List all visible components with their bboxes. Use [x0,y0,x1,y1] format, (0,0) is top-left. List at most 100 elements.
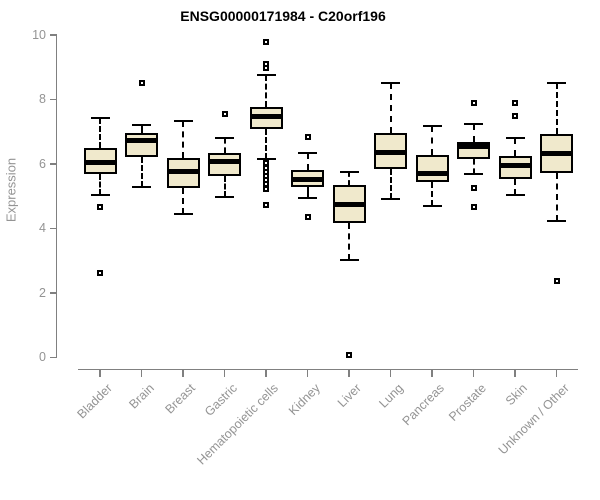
y-axis-tick [50,98,57,101]
x-tick-label: Skin [502,381,531,409]
lower-whisker-cap-unknown-other [547,219,567,222]
median-brain [127,137,157,143]
lower-whisker-cap-skin [505,193,525,196]
y-axis-line [55,35,57,358]
y-tick-label: 10 [32,28,46,42]
y-tick-label: 0 [39,350,46,365]
lower-whisker-bladder [99,174,101,195]
x-tick-label: Gastric [201,381,240,419]
lower-whisker-gastric [223,175,226,197]
y-axis-tick [50,356,57,359]
x-axis-tick [514,368,516,377]
y-tick-label: 2 [39,285,46,300]
x-tick-label: Brain [125,381,157,412]
upper-whisker-cap-liver [339,170,359,173]
lower-whisker-hematopoietic-cells [265,129,268,160]
upper-whisker-skin [514,138,517,157]
upper-whisker-cap-prostate [464,123,484,126]
upper-whisker-cap-gastric [215,137,235,140]
lower-whisker-cap-liver [339,258,359,261]
lower-whisker-cap-kidney [298,197,318,200]
upper-whisker-brain [140,124,143,134]
outlier-point-skin [512,113,519,120]
outlier-point-bladder [97,203,103,210]
x-tick-label: Kidney [285,381,323,418]
lower-whisker-cap-prostate [464,172,484,175]
x-tick-label: Pancreas [399,381,448,429]
upper-whisker-cap-bladder [90,116,110,119]
x-axis-tick [555,368,558,377]
outlier-point-skin [512,100,519,107]
median-kidney [293,176,323,182]
upper-whisker-prostate [472,124,475,143]
outlier-point-brain [138,79,145,86]
y-tick-label: 6 [39,156,46,171]
upper-whisker-hematopoietic-cells [265,74,268,107]
lower-whisker-cap-breast [173,212,193,215]
lower-whisker-prostate [472,158,475,174]
median-breast [168,168,198,174]
lower-whisker-cap-gastric [215,195,235,198]
outlier-point-kidney [304,134,311,141]
x-axis-tick [99,368,101,377]
lower-whisker-kidney [306,187,309,199]
y-tick-label: 4 [39,221,46,236]
lower-whisker-pancreas [431,182,434,206]
outlier-point-prostate [470,203,477,210]
median-prostate [459,143,489,149]
lower-whisker-breast [182,188,185,214]
upper-whisker-kidney [306,152,309,171]
upper-whisker-gastric [223,138,226,154]
outlier-point-prostate [470,184,477,191]
y-axis-tick [50,163,57,165]
lower-whisker-cap-bladder [90,193,110,196]
x-tick-label: Bladder [74,381,115,422]
outlier-point-hematopoietic-cells [263,201,270,208]
median-gastric [210,158,240,164]
upper-whisker-cap-unknown-other [547,81,567,84]
upper-whisker-cap-skin [505,137,525,140]
x-axis-tick [306,368,309,377]
upper-whisker-bladder [99,117,101,148]
box-skin [498,156,532,180]
lower-whisker-cap-lung [381,198,401,201]
upper-whisker-cap-breast [173,120,193,123]
x-tick-label: Liver [334,381,365,411]
box-gastric [208,153,242,176]
median-hematopoietic-cells [251,114,281,120]
outlier-point-gastric [221,110,228,117]
upper-whisker-unknown-other [555,82,558,135]
lower-whisker-lung [389,168,392,200]
lower-whisker-unknown-other [555,173,558,221]
upper-whisker-pancreas [431,125,434,155]
outlier-point-hematopoietic-cells [263,38,270,45]
lower-whisker-cap-brain [132,185,152,188]
x-axis-tick [140,368,143,377]
x-axis-tick [472,368,475,377]
x-axis-tick [389,368,392,377]
upper-whisker-cap-brain [132,123,152,126]
x-axis-tick [223,368,226,377]
upper-whisker-breast [182,121,185,159]
y-tick-label: 8 [39,92,46,107]
lower-whisker-brain [140,157,143,187]
lower-whisker-skin [514,179,517,195]
outlier-point-hematopoietic-cells [263,185,270,192]
x-tick-label: Lung [375,381,406,411]
upper-whisker-cap-kidney [298,151,318,154]
upper-whisker-liver [348,171,351,185]
x-axis-tick [431,368,433,377]
outlier-point-kidney [304,214,311,221]
x-tick-label: Prostate [445,381,489,424]
x-axis-tick [265,368,267,377]
x-tick-label: Breast [162,381,198,417]
lower-whisker-cap-pancreas [422,204,442,207]
box-brain [125,133,159,158]
upper-whisker-cap-hematopoietic-cells [256,73,276,76]
lower-whisker-liver [348,222,351,260]
median-bladder [85,159,115,165]
outlier-point-prostate [470,100,477,107]
median-pancreas [417,171,447,177]
upper-whisker-cap-lung [381,81,401,84]
